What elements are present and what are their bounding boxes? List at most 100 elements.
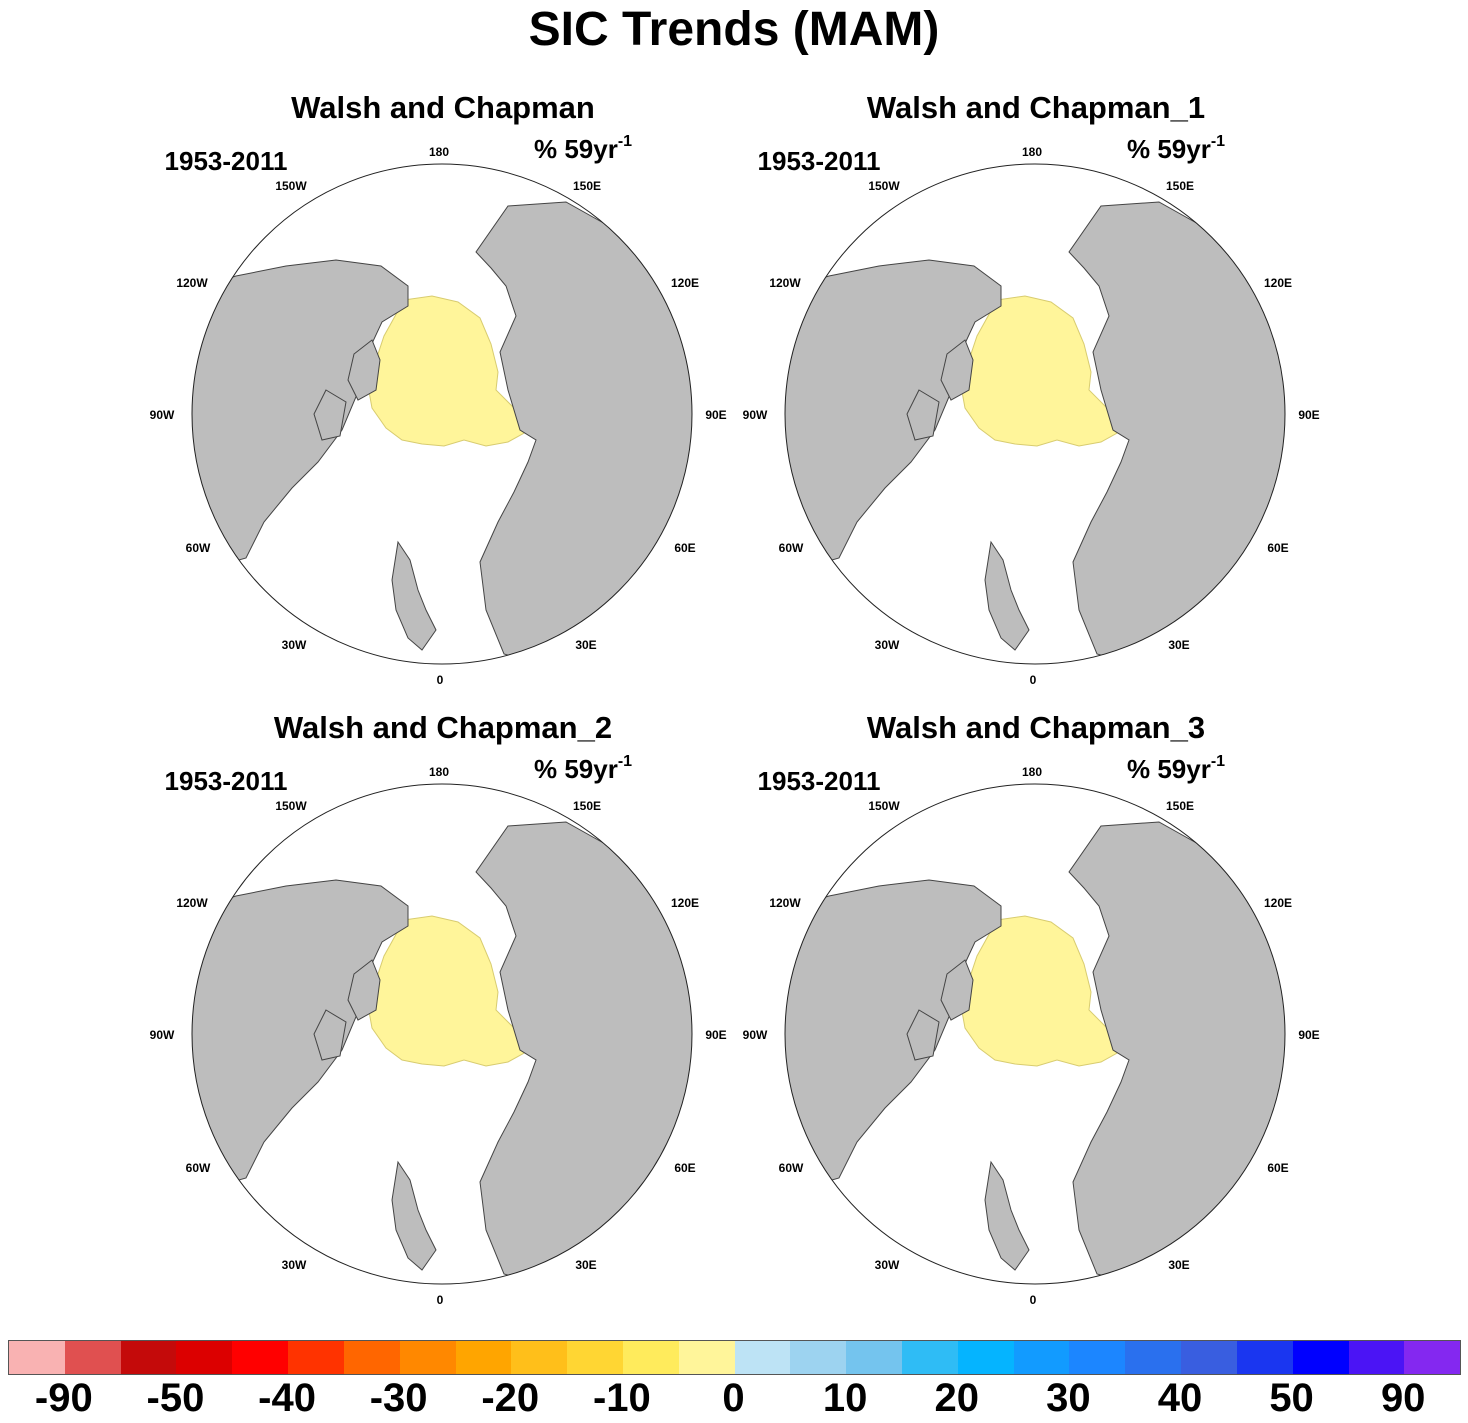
colorbar-swatch (1069, 1341, 1126, 1374)
longitude-label: 150E (573, 799, 601, 813)
colorbar-swatch (1348, 1341, 1405, 1374)
colorbar-swatch (176, 1341, 233, 1374)
colorbar-tick-label: 10 (822, 1376, 868, 1420)
polar-map: 180 150W 150E 120W 120E 90W 90E 60W 60E 30W 30E 0 (150, 145, 727, 687)
colorbar-tick-label: -20 (481, 1376, 540, 1420)
units-exponent: -1 (617, 133, 633, 151)
colorbar-tick-label: -90 (34, 1376, 93, 1420)
longitude-label: 120W (176, 896, 208, 910)
longitude-label: 90W (150, 408, 175, 422)
units-label: % 59yr-1 (1127, 753, 1226, 785)
units-label: % 59yr-1 (534, 753, 632, 785)
units-label: % 59yr-1 (1127, 133, 1226, 165)
colorbar-tick-label: -40 (258, 1376, 316, 1420)
colorbar-tick-label: 40 (1157, 1376, 1203, 1420)
longitude-label: 180 (429, 145, 449, 159)
longitude-label: 120E (671, 276, 699, 290)
land-mass (984, 1160, 1030, 1271)
colorbar-swatch (957, 1341, 1014, 1374)
longitude-label: 90W (743, 1028, 768, 1042)
map-panel: Walsh and Chapman_3 1953-2011 % 59yr-1 180 1… (739, 710, 1333, 1330)
polar-map: 180 150W 150E 120W 120E 90W 90E 60W 60E 30W 30E 0 (743, 145, 1320, 687)
map-boundary (191, 783, 693, 1285)
longitude-label: 120W (769, 276, 801, 290)
polar-map: 180 150W 150E 120W 120E 90W 90E 60W 60E 30W 30E 0 (743, 765, 1320, 1307)
colorbar-swatch (1125, 1341, 1182, 1374)
units-exponent: -1 (1210, 753, 1226, 771)
longitude-label: 180 (1022, 765, 1042, 779)
longitude-label: 60W (779, 1161, 804, 1175)
longitude-label: 60W (186, 1161, 211, 1175)
longitude-label: 0 (1030, 1293, 1037, 1307)
colorbar-swatch (567, 1341, 623, 1374)
longitude-label: 30W (282, 1258, 307, 1272)
units-text: % 59yr (1127, 134, 1211, 164)
longitude-label: 60W (779, 541, 804, 555)
panel-title: Walsh and Chapman (291, 90, 595, 125)
colorbar-tick-label: 20 (934, 1376, 979, 1420)
land-mass (313, 389, 347, 441)
longitude-label: 150W (275, 179, 307, 193)
colorbar (8, 1340, 1461, 1375)
colorbar-swatch (232, 1341, 289, 1374)
colorbar-swatch (1292, 1341, 1349, 1374)
land-mass (347, 959, 381, 1021)
longitude-label: 120W (176, 276, 208, 290)
colorbar-swatch (343, 1341, 400, 1374)
map-boundary (191, 163, 693, 665)
longitude-label: 90E (1298, 1028, 1319, 1042)
longitude-label: 60E (674, 541, 695, 555)
land-mass (906, 389, 940, 441)
longitude-label: 120E (671, 896, 699, 910)
land-mass (347, 339, 381, 401)
longitude-label: 30W (875, 1258, 900, 1272)
units-text: % 59yr (534, 754, 618, 784)
map-panel: Walsh and Chapman_1 1953-2011% 59yr-1 180 1… (739, 90, 1333, 710)
units-text: % 59yr (534, 134, 618, 164)
longitude-label: 60W (186, 541, 211, 555)
longitude-label: 30W (875, 638, 900, 652)
colorbar-swatch (1013, 1341, 1070, 1374)
colorbar-swatch (902, 1341, 958, 1374)
longitude-label: 0 (437, 673, 444, 687)
longitude-label: 60E (1267, 541, 1288, 555)
longitude-label: 60E (674, 1161, 695, 1175)
land-mass (906, 1009, 940, 1061)
longitude-label: 0 (1030, 673, 1037, 687)
longitude-label: 90W (743, 408, 768, 422)
longitude-label: 30E (575, 1258, 596, 1272)
colorbar-swatch (622, 1341, 679, 1374)
panel-title: Walsh and Chapman_3 (866, 710, 1206, 745)
period-label: 1953-2011 (164, 766, 288, 796)
longitude-label: 90W (150, 1028, 175, 1042)
land-mass (391, 1160, 437, 1271)
longitude-label: 180 (429, 765, 449, 779)
colorbar-swatch (846, 1341, 902, 1374)
units-exponent: -1 (1210, 133, 1226, 151)
colorbar-tick-label: 90 (1380, 1376, 1426, 1420)
colorbar-tick-label: 50 (1269, 1376, 1314, 1420)
longitude-label: 90E (705, 408, 726, 422)
colorbar-tick-label: -30 (369, 1376, 428, 1420)
colorbar-tick-label: -50 (146, 1376, 205, 1420)
map-panel: Walsh and Chapman 1953-2011 % 59yr-1 180 150… (146, 90, 740, 710)
colorbar-swatch (1404, 1341, 1461, 1374)
longitude-label: 150W (868, 179, 900, 193)
longitude-label: 120W (769, 896, 801, 910)
longitude-label: 120E (1264, 896, 1292, 910)
panel-title: Walsh and Chapman_2 (273, 710, 613, 745)
colorbar-swatch (1181, 1341, 1237, 1374)
longitude-label: 150W (275, 799, 307, 813)
period-label: 1953-2011 (757, 146, 881, 176)
colorbar-swatch (734, 1341, 791, 1374)
polar-map: 180 150W 150E 120W 120E 90W 90E 60W 60E 30W 30E 0 (150, 765, 727, 1307)
colorbar-labels: -90 -50 -40 -30 -20 -10 0 10 20 30 40 50 90 (0, 1376, 1468, 1422)
colorbar-swatch (64, 1341, 121, 1374)
colorbar-swatch (288, 1341, 344, 1374)
colorbar-swatch (1236, 1341, 1293, 1374)
period-label: 1953-2011 (757, 766, 881, 796)
longitude-label: 60E (1267, 1161, 1288, 1175)
main-title: SIC Trends (MAM) (528, 3, 940, 56)
colorbar-tick-label: 0 (722, 1376, 745, 1420)
panel-title: Walsh and Chapman_1 (866, 90, 1206, 125)
